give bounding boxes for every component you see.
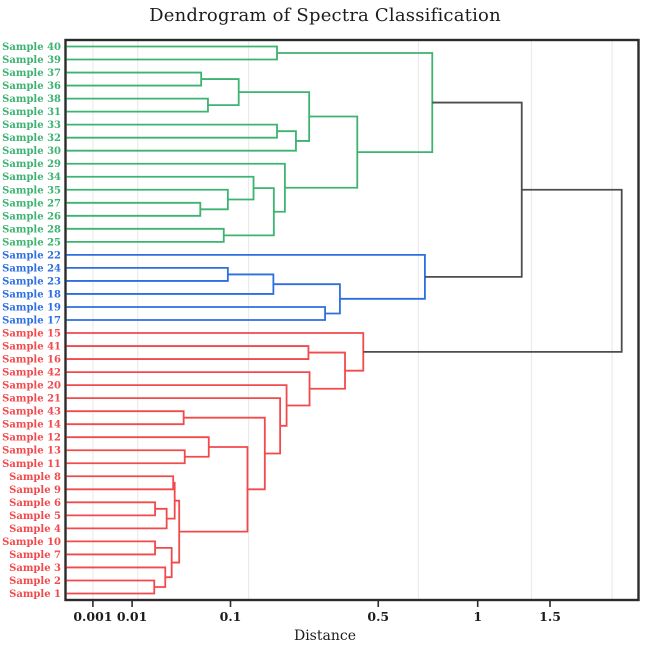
leaf-label: Sample 7 — [9, 550, 61, 561]
dendrogram-link — [66, 397, 282, 455]
leaf-label: Sample 41 — [2, 342, 61, 353]
leaf-label: Sample 14 — [2, 420, 61, 431]
leaf-label: Sample 40 — [2, 42, 61, 53]
dendrogram-link — [66, 475, 175, 491]
dendrogram-link — [66, 410, 185, 426]
dendrogram-link — [66, 371, 311, 407]
dendrogram-link — [66, 566, 167, 588]
leaf-label: Sample 31 — [2, 107, 61, 118]
leaf-label: Sample 23 — [2, 276, 61, 287]
dendrogram-link — [284, 115, 359, 189]
dendrogram-link — [66, 71, 203, 87]
leaf-label: Sample 38 — [2, 94, 61, 105]
leaf-label: Sample 10 — [2, 537, 61, 548]
dendrogram-link — [66, 332, 365, 372]
leaf-label: Sample 16 — [2, 355, 61, 366]
leaf-label: Sample 2 — [9, 576, 61, 587]
dendrogram-link — [183, 416, 266, 491]
dendrogram-link — [66, 201, 202, 217]
dendrogram-link — [66, 123, 278, 139]
chart-title: Dendrogram of Spectra Classification — [149, 5, 501, 26]
leaf-label: Sample 15 — [2, 329, 61, 340]
tick-label: 1.5 — [539, 609, 561, 624]
tick-label: 0.5 — [367, 609, 389, 624]
leaf-label: Sample 28 — [2, 224, 61, 235]
dendrogram-link — [66, 579, 156, 595]
dendrogram-link — [66, 162, 286, 213]
dendrogram-link — [308, 351, 346, 390]
leaf-label: Sample 33 — [2, 120, 61, 131]
leaf-label: Sample 26 — [2, 211, 61, 222]
tick-label: 0.01 — [117, 609, 147, 624]
plot-border — [64, 38, 640, 602]
dendrogram-link — [273, 283, 341, 315]
leaf-label: Sample 8 — [9, 472, 61, 483]
dendrogram-link — [66, 130, 297, 152]
leaf-label: Sample 36 — [2, 81, 61, 92]
dendrogram-link — [66, 507, 168, 530]
dendrogram-link — [201, 78, 240, 107]
dendrogram-link — [66, 540, 156, 556]
tick-label: 0.001 — [73, 609, 112, 624]
leaf-label: Sample 29 — [2, 159, 61, 170]
leaf-label: Sample 5 — [9, 511, 61, 522]
dendrogram-link — [66, 273, 275, 295]
dendrogram-link — [66, 306, 326, 321]
dendrogram-link — [363, 188, 623, 353]
dendrogram-link — [66, 501, 156, 517]
leaf-label: Sample 25 — [2, 237, 61, 248]
tick-label: 1 — [473, 609, 482, 624]
leaf-label: Sample 17 — [2, 316, 61, 327]
leaf-label: Sample 20 — [2, 381, 61, 392]
leaf-label: Sample 27 — [2, 198, 61, 209]
dendrogram-link — [171, 499, 181, 564]
leaf-label: Sample 43 — [2, 407, 61, 418]
dendrogram-link — [66, 345, 310, 360]
leaf-label: Sample 37 — [2, 68, 61, 79]
leaf-label: Sample 42 — [2, 368, 61, 379]
dendrogram-link — [66, 253, 426, 300]
dendrogram-link — [66, 267, 229, 282]
leaf-label: Sample 1 — [9, 589, 61, 600]
dendrogram-link — [155, 547, 173, 579]
dendrogram-link — [66, 45, 278, 61]
leaf-label: Sample 35 — [2, 185, 61, 196]
dendrogram-link — [66, 449, 186, 465]
leaf-label: Sample 3 — [9, 563, 61, 574]
tick-label: 0.1 — [220, 609, 242, 624]
leaf-label: Sample 19 — [2, 302, 61, 313]
dendrogram-link — [66, 227, 225, 243]
leaf-label: Sample 18 — [2, 289, 61, 300]
leaf-label: Sample 32 — [2, 133, 61, 144]
leaf-label: Sample 24 — [2, 263, 61, 274]
dendrogram-link — [66, 188, 229, 211]
leaf-label: Sample 11 — [2, 459, 61, 470]
dendrogram-link — [66, 436, 210, 458]
dendrogram-link — [238, 91, 311, 142]
leaf-label: Sample 12 — [2, 433, 61, 444]
dendrogram-link — [66, 175, 255, 201]
leaf-label: Sample 39 — [2, 55, 61, 66]
leaf-label: Sample 30 — [2, 146, 61, 157]
dendrogram-link — [66, 384, 288, 427]
x-axis-label: Distance — [293, 628, 356, 644]
leaf-label: Sample 22 — [2, 250, 61, 261]
leaf-label: Sample 6 — [9, 498, 61, 509]
dendrogram-link — [424, 101, 523, 278]
leaf-label: Sample 21 — [2, 394, 61, 405]
leaf-label: Sample 13 — [2, 446, 61, 457]
dendrogram-link — [277, 52, 434, 154]
leaf-label: Sample 4 — [9, 524, 61, 535]
leaf-label: Sample 9 — [9, 485, 61, 496]
leaf-label: Sample 34 — [2, 172, 61, 183]
dendrogram-link — [179, 446, 249, 533]
